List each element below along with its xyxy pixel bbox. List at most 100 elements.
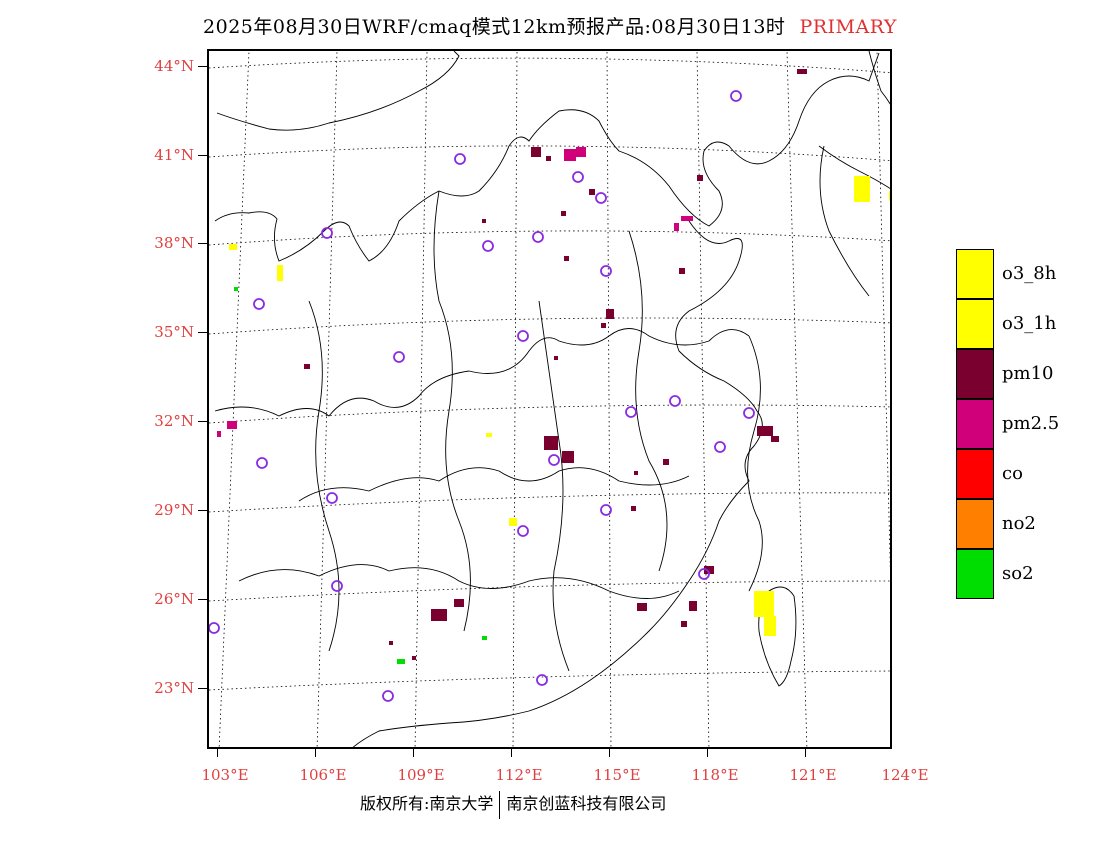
station-marker [321,227,333,239]
lon-tick [413,749,414,757]
lon-label-106: 106°E [299,766,347,784]
station-marker [454,153,466,165]
station-marker [714,441,726,453]
station-marker [382,690,394,702]
station-marker [572,171,584,183]
cell-pm25 [681,216,693,221]
legend-swatch [956,499,994,549]
province-line [628,230,668,572]
cell-pm10 [546,156,551,161]
primary-tag: PRIMARY [799,16,897,38]
lon-label-103: 103°E [201,766,249,784]
korea-coast [819,145,870,297]
cell-o3 [509,518,517,526]
province-line [298,467,690,502]
cell-o3 [486,433,492,437]
station-marker [600,265,612,277]
lat-label-44: 44°N [154,57,194,75]
cell-pm10 [412,656,416,660]
cell-pm10 [679,268,685,274]
lon-tick [805,749,806,757]
cell-pm10 [544,436,558,450]
cell-pm25 [227,421,237,429]
lat-line [209,230,890,246]
station-marker [393,351,405,363]
station-marker [517,525,529,537]
lon-tick [609,749,610,757]
province-line [308,300,340,652]
coast [747,335,763,592]
legend-swatch [956,299,994,349]
cell-pm10 [637,603,647,611]
map-panel[interactable] [207,49,892,749]
cell-pm25 [564,149,576,161]
cell-pm10 [681,621,687,627]
cell-pm10 [531,147,541,157]
copyright-right: 南京创蓝科技有限公司 [506,794,667,813]
cell-pm10 [697,175,703,181]
lon-label-112: 112°E [495,766,543,784]
cell-pm25 [576,147,586,157]
legend-swatch [956,249,994,299]
cell-pm10 [757,426,773,436]
legend-label: co [1002,463,1023,484]
lat-line [209,404,890,424]
pollution-cells [217,69,890,664]
cell-pm10 [689,601,697,611]
cell-pm25 [674,223,679,231]
legend-swatch [956,449,994,499]
station-marker [669,395,681,407]
lon-label-115: 115°E [593,766,641,784]
station-marker [482,240,494,252]
province-line [214,328,750,417]
legend-swatch [956,549,994,599]
cell-pm10 [454,599,464,607]
cell-pm25 [217,431,221,437]
cell-pm10 [482,219,486,223]
map-title: 2025年08月30日WRF/cmaq模式12km预报产品:08月30日13时 P… [0,12,1100,39]
station-marker [730,90,742,102]
lon-tick [315,749,316,757]
legend-label: o3_1h [1002,313,1057,334]
cell-pm10 [631,506,636,511]
cell-o3 [229,244,237,250]
cell-pm10 [389,641,393,645]
cell-pm10 [561,211,566,216]
lon-tick [217,749,218,757]
cell-pm10 [771,436,779,442]
cell-pm10 [589,189,595,195]
cell-pm10 [431,609,447,621]
cell-o3 [854,176,870,202]
station-marker [209,622,220,634]
cell-so2 [397,659,405,664]
lon-label-121: 121°E [789,766,837,784]
cell-pm10 [564,256,569,261]
stations [209,90,755,702]
station-marker [595,192,607,204]
coastline [352,220,763,747]
lat-tick [198,688,207,689]
coast-ne [868,51,890,105]
station-marker [517,330,529,342]
cell-pm10 [663,459,669,465]
lat-line [209,57,890,74]
lon-line [606,51,612,747]
cell-pm10 [554,356,558,360]
province-line [538,300,570,672]
province-line [433,190,471,632]
legend-label: pm2.5 [1002,413,1060,434]
cell-o3 [754,591,774,617]
lat-tick [198,243,207,244]
korea-border [818,145,890,189]
footer-divider [499,790,501,819]
lat-line [209,317,890,335]
lat-line [209,492,890,513]
lat-label-38: 38°N [154,234,194,252]
cell-pm10 [601,323,606,328]
cell-pm10 [606,309,614,319]
cell-o3 [889,191,890,201]
cell-so2 [482,636,487,640]
copyright-footer: 版权所有:南京大学 南京创蓝科技有限公司 [360,790,666,819]
cell-pm10 [797,69,807,74]
station-marker [532,231,544,243]
